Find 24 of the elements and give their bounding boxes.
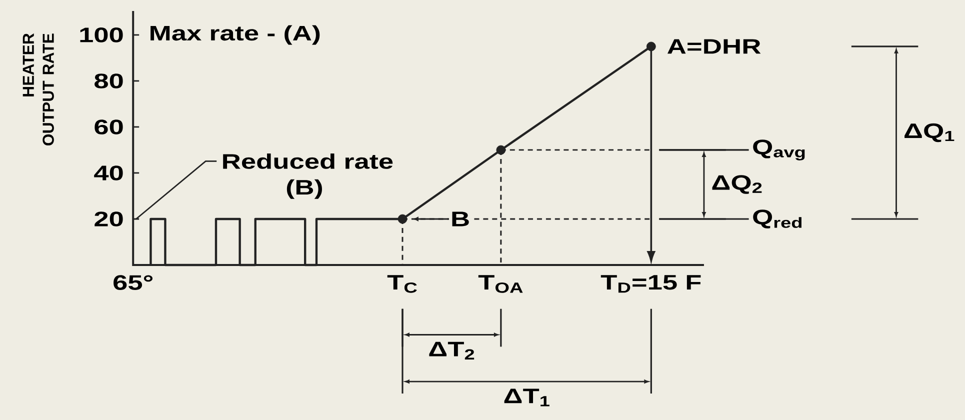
ref-line-label: Q$_{red}$ [753, 209, 802, 228]
annotation: Reduced rate [223, 153, 393, 169]
annotation: B [452, 212, 469, 226]
annotation: Max rate - (A) [150, 25, 320, 45]
ref-line-label: Q$_{avg}$ [753, 139, 805, 160]
y-tick-label: 80 [94, 73, 123, 88]
y-axis-title: HEATER OUTPUT RATE [22, 33, 54, 146]
text: ΔT$_{2}$ [429, 342, 474, 360]
x-tick-label: T$_{OA}$ [478, 274, 523, 293]
point [646, 42, 656, 51]
x-tick-label: T$_{C}$ [387, 274, 417, 293]
y-tick-label: 20 [94, 211, 123, 226]
y-tick-label: 100 [80, 27, 123, 42]
point [398, 214, 408, 224]
y-tick-label: 40 [94, 165, 123, 180]
point [496, 145, 506, 154]
x-tick-label: T$_{D}$=15 F [600, 274, 701, 292]
x-tick-label: 65° [114, 274, 152, 290]
annotation: A=DHR [667, 39, 761, 54]
text: ΔT$_{1}$ [504, 388, 550, 406]
text: ΔQ$_{2}$ [712, 174, 762, 194]
text: ΔQ$_{1}$ [904, 123, 954, 142]
annotation: (B) [286, 179, 322, 199]
y-tick-label: 60 [94, 119, 123, 134]
